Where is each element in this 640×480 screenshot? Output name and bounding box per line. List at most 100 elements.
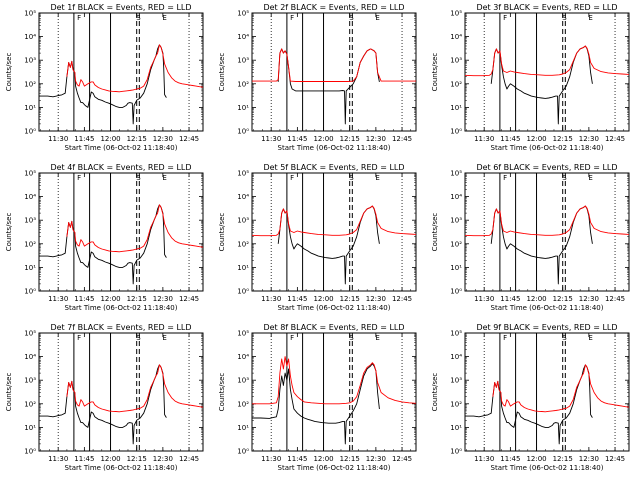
series-line-events bbox=[277, 205, 380, 285]
y-tick-label: 10⁰ bbox=[450, 288, 462, 296]
y-tick-label: 10⁵ bbox=[237, 170, 249, 178]
x-tick-label: 12:00 bbox=[526, 455, 546, 463]
marker-label-s: S bbox=[562, 334, 567, 342]
marker-label-e: E bbox=[375, 174, 379, 182]
marker-label-e: E bbox=[162, 14, 166, 22]
x-axis-label: Start Time (06-Oct-02 11:18:40) bbox=[65, 304, 178, 312]
x-tick-label: 12:15 bbox=[127, 135, 147, 143]
plot-frame bbox=[251, 332, 417, 452]
x-axis-label: Start Time (06-Oct-02 11:18:40) bbox=[65, 464, 178, 472]
y-tick-label: 10³ bbox=[24, 57, 36, 65]
panel-7: Det 7f BLACK = Events, RED = LLD 10⁰ 10¹ 10… bbox=[5, 323, 204, 472]
y-tick-label: 10³ bbox=[24, 377, 36, 385]
x-tick-label: 11:30 bbox=[474, 455, 494, 463]
series-line-events bbox=[252, 363, 380, 445]
x-tick-label: 12:30 bbox=[153, 135, 173, 143]
y-tick-label: 10² bbox=[450, 80, 462, 88]
panel-title: Det 7f BLACK = Events, RED = LLD bbox=[50, 323, 191, 332]
x-tick-label: 12:15 bbox=[553, 455, 573, 463]
x-tick-label: 12:15 bbox=[553, 295, 573, 303]
x-tick-label: 12:15 bbox=[340, 135, 360, 143]
y-axis-label: Counts/sec bbox=[431, 373, 439, 412]
marker-label-e: E bbox=[162, 334, 166, 342]
x-tick-label: 11:45 bbox=[500, 135, 520, 143]
y-tick-label: 10⁵ bbox=[450, 170, 462, 178]
y-axis-label: Counts/sec bbox=[5, 53, 13, 92]
x-tick-label: 12:30 bbox=[579, 455, 599, 463]
x-axis-label: Start Time (06-Oct-02 11:18:40) bbox=[491, 464, 604, 472]
plot-frame bbox=[38, 332, 204, 452]
panel-title: Det 4f BLACK = Events, RED = LLD bbox=[50, 163, 191, 172]
y-tick-label: 10³ bbox=[24, 217, 36, 225]
y-tick-label: 10² bbox=[237, 80, 249, 88]
marker-label-e: E bbox=[588, 174, 592, 182]
y-tick-label: 10³ bbox=[450, 217, 462, 225]
y-axis-label: Counts/sec bbox=[5, 213, 13, 252]
x-axis-label: Start Time (06-Oct-02 11:18:40) bbox=[278, 144, 391, 152]
x-tick-label: 11:30 bbox=[261, 295, 281, 303]
y-tick-label: 10⁴ bbox=[24, 33, 36, 41]
marker-label-s: S bbox=[136, 14, 141, 22]
panel-title: Det 1f BLACK = Events, RED = LLD bbox=[50, 3, 191, 12]
y-tick-label: 10⁴ bbox=[24, 353, 36, 361]
marker-label-e: E bbox=[588, 14, 592, 22]
x-tick-label: 11:30 bbox=[48, 295, 68, 303]
panel-9: Det 9f BLACK = Events, RED = LLD 10⁰ 10¹ 10… bbox=[431, 323, 630, 472]
series-line-events bbox=[277, 48, 380, 125]
x-tick-label: 11:45 bbox=[500, 295, 520, 303]
y-axis-label: Counts/sec bbox=[218, 213, 226, 252]
marker-label-f: F bbox=[503, 334, 507, 342]
marker-label-f: F bbox=[77, 14, 81, 22]
y-tick-label: 10⁴ bbox=[450, 33, 462, 41]
panel-1: Det 1f BLACK = Events, RED = LLD 10⁰ 10¹ 10… bbox=[5, 3, 204, 152]
y-tick-label: 10⁰ bbox=[24, 128, 36, 136]
marker-label-f: F bbox=[290, 334, 294, 342]
series-line-lld bbox=[66, 204, 204, 253]
marker-label-s: S bbox=[349, 14, 354, 22]
y-axis-label: Counts/sec bbox=[218, 373, 226, 412]
panel-3: Det 3f BLACK = Events, RED = LLD 10⁰ 10¹ 10… bbox=[431, 3, 630, 152]
x-tick-label: 11:30 bbox=[48, 455, 68, 463]
y-tick-label: 10² bbox=[24, 80, 36, 88]
y-tick-label: 10⁵ bbox=[237, 10, 249, 18]
y-tick-label: 10³ bbox=[450, 57, 462, 65]
y-axis-label: Counts/sec bbox=[431, 53, 439, 92]
x-tick-label: 11:30 bbox=[48, 135, 68, 143]
y-tick-label: 10² bbox=[237, 240, 249, 248]
panel-4: Det 4f BLACK = Events, RED = LLD 10⁰ 10¹ 10… bbox=[5, 163, 204, 312]
y-tick-label: 10¹ bbox=[24, 264, 36, 272]
marker-label-s: S bbox=[562, 174, 567, 182]
x-tick-label: 11:45 bbox=[500, 455, 520, 463]
x-tick-label: 11:30 bbox=[261, 135, 281, 143]
x-tick-label: 12:45 bbox=[605, 455, 625, 463]
y-tick-label: 10¹ bbox=[237, 264, 249, 272]
x-tick-label: 12:00 bbox=[313, 295, 333, 303]
y-tick-label: 10¹ bbox=[450, 264, 462, 272]
plot-frame bbox=[251, 172, 417, 292]
x-tick-label: 12:15 bbox=[127, 295, 147, 303]
y-tick-label: 10³ bbox=[237, 377, 249, 385]
y-tick-label: 10⁰ bbox=[450, 448, 462, 456]
series-line-lld bbox=[252, 48, 416, 82]
panel-title: Det 8f BLACK = Events, RED = LLD bbox=[263, 323, 404, 332]
x-tick-label: 12:00 bbox=[313, 455, 333, 463]
y-tick-label: 10⁴ bbox=[237, 193, 249, 201]
panel-title: Det 5f BLACK = Events, RED = LLD bbox=[263, 163, 404, 172]
x-tick-label: 12:45 bbox=[392, 135, 412, 143]
plot-frame bbox=[464, 332, 630, 452]
marker-label-f: F bbox=[503, 14, 507, 22]
y-tick-label: 10¹ bbox=[237, 424, 249, 432]
y-axis-label: Counts/sec bbox=[5, 373, 13, 412]
x-tick-label: 11:30 bbox=[474, 295, 494, 303]
panel-title: Det 3f BLACK = Events, RED = LLD bbox=[476, 3, 617, 12]
x-tick-label: 12:30 bbox=[153, 455, 173, 463]
x-tick-label: 12:45 bbox=[605, 295, 625, 303]
y-tick-label: 10¹ bbox=[237, 104, 249, 112]
x-tick-label: 12:30 bbox=[153, 295, 173, 303]
x-tick-label: 12:45 bbox=[179, 455, 199, 463]
plot-frame bbox=[38, 172, 204, 292]
x-axis-label: Start Time (06-Oct-02 11:18:40) bbox=[491, 304, 604, 312]
series-line-lld bbox=[252, 356, 417, 405]
x-axis-label: Start Time (06-Oct-02 11:18:40) bbox=[278, 464, 391, 472]
series-line-lld bbox=[464, 45, 630, 77]
